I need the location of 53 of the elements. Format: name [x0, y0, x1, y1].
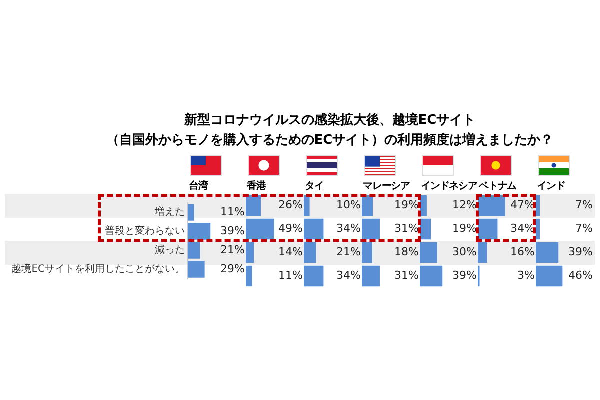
chart-title: マレーシア	[363, 180, 410, 193]
data-label: 19%	[452, 222, 477, 236]
bar	[478, 218, 498, 240]
chart-title: インド	[537, 180, 566, 193]
bar	[188, 204, 194, 221]
data-label: 34%	[336, 269, 361, 282]
bar	[478, 195, 506, 216]
data-label: 39%	[220, 224, 245, 238]
chart-title: インドネシア	[421, 180, 478, 193]
bar	[246, 266, 252, 287]
bar	[420, 242, 438, 264]
data-label: 39%	[452, 269, 477, 282]
data-label: 31%	[394, 222, 419, 236]
data-label: 26%	[278, 198, 303, 212]
data-label: 18%	[394, 246, 419, 259]
data-label: 16%	[510, 246, 535, 259]
data-label: 7%	[576, 198, 593, 212]
data-label: 3%	[518, 269, 535, 282]
data-label: 19%	[394, 198, 419, 212]
y-tick-label: 普段と変わらない	[105, 225, 185, 238]
data-label: 39%	[568, 246, 593, 259]
bar	[420, 218, 432, 240]
y-tick-label: 増えた	[154, 206, 185, 218]
data-label: 31%	[394, 269, 419, 282]
text: （自国外からモノを購入するためのECサイト）の利用頻度は増えましたか？	[105, 132, 555, 150]
y-tick-label: 越境ECサイトを利用したことがない。	[12, 263, 185, 276]
bar	[246, 218, 274, 240]
bar	[246, 242, 254, 264]
data-label: 30%	[452, 246, 477, 259]
data-label: 7%	[576, 222, 593, 236]
bar	[246, 195, 262, 216]
data-label: 21%	[336, 246, 361, 259]
y-tick-label: 減った	[155, 244, 185, 256]
text: 新型コロナウイルスの感染拡大後、越境ECサイト	[183, 112, 477, 130]
chart-title: ベトナム	[479, 180, 517, 193]
bar	[188, 242, 200, 259]
data-label: 21%	[220, 243, 245, 256]
bar	[188, 223, 211, 240]
data-label: 46%	[568, 269, 593, 282]
bar	[478, 242, 488, 264]
data-label: 34%	[336, 222, 361, 236]
data-label: 12%	[452, 198, 477, 212]
chart-title: 台湾	[189, 180, 208, 193]
chart-title: 香港	[247, 180, 266, 193]
data-label: 49%	[278, 222, 303, 236]
chart-title: タイ	[305, 180, 324, 193]
data-label: 11%	[278, 269, 303, 282]
data-label: 14%	[278, 246, 303, 259]
bar	[420, 266, 443, 287]
data-label: 10%	[336, 198, 361, 212]
data-label: 11%	[220, 205, 245, 218]
bar	[188, 261, 205, 278]
data-label: 29%	[220, 262, 245, 276]
